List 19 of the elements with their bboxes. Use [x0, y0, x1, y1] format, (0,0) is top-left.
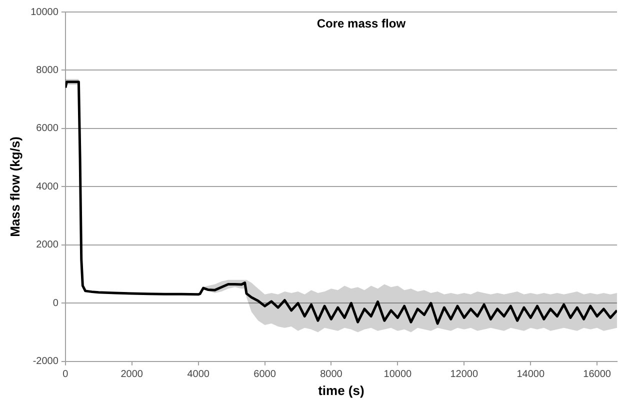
x-tick-label: 6000 [254, 369, 276, 380]
x-tick-label: 14000 [516, 369, 545, 380]
y-tick-label: -2000 [32, 356, 59, 368]
x-tick-label: 2000 [120, 369, 144, 380]
x-tick-label: 0 [62, 369, 69, 380]
x-tick-label: 4000 [187, 369, 210, 380]
x-tick-label: 10000 [384, 369, 412, 380]
x-tick-label: 8000 [320, 369, 343, 380]
y-axis-title: Mass flow (kg/s) [7, 136, 22, 237]
x-tick-label: 16000 [583, 369, 612, 380]
y-tick-label: 10000 [30, 6, 59, 18]
x-tick-label: 12000 [450, 369, 478, 380]
x-axis-title: time (s) [318, 382, 364, 398]
y-tick-label: 4000 [36, 181, 59, 192]
y-tick-label: 0 [52, 298, 59, 309]
y-tick-label: 2000 [36, 240, 59, 251]
y-tick-label: 8000 [36, 64, 59, 76]
chart-title: Core mass flow [316, 16, 406, 30]
y-tick-label: 6000 [36, 123, 59, 134]
